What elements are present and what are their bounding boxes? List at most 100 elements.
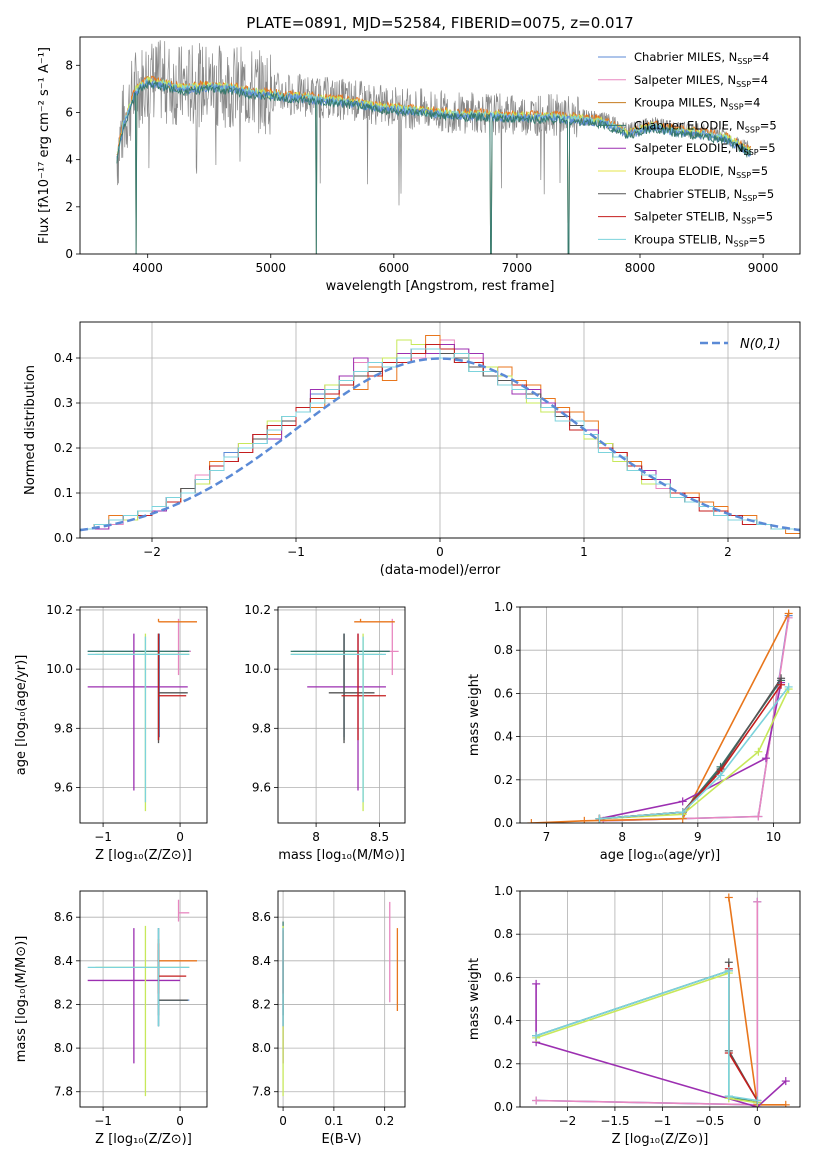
x-axis-label: mass [log₁₀(M/M⊙)] bbox=[278, 848, 405, 863]
x-tick-label: 10 bbox=[766, 830, 781, 844]
errorbar-point bbox=[157, 618, 197, 623]
x-tick-label: 7 bbox=[543, 830, 551, 844]
axes-frame bbox=[519, 890, 801, 1108]
weight-line bbox=[535, 969, 758, 1102]
plot-area bbox=[80, 335, 800, 538]
grid bbox=[80, 891, 207, 1107]
weight-marker bbox=[678, 808, 687, 817]
histogram-series bbox=[80, 348, 800, 538]
weight-marker bbox=[777, 680, 786, 689]
y-tick-label: 7.8 bbox=[252, 1085, 271, 1099]
model-spectrum bbox=[116, 80, 751, 159]
y-tick-label: 10.2 bbox=[46, 603, 73, 617]
panel-residuals: −2 −1 0 1 2 0.0 0.1 0.2 0.3 0.4 (data-model)/error… bbox=[23, 321, 801, 578]
weight-marker bbox=[532, 1031, 541, 1040]
axes-frame bbox=[277, 890, 406, 1108]
figure-title: PLATE=0891, MJD=52584, FIBERID=0075, z=0… bbox=[246, 14, 633, 32]
x-tick-label: −1 bbox=[287, 545, 305, 559]
x-tick-label: −1 bbox=[94, 1114, 112, 1128]
legend-label: Kroupa ELODIE, NSSP=5 bbox=[634, 164, 768, 180]
x-tick-label: 6000 bbox=[379, 261, 410, 275]
x-tick-label: 5000 bbox=[255, 261, 286, 275]
y-axis-label: Flux [fλ10⁻¹⁷ erg cm⁻² s⁻¹ A⁻¹] bbox=[37, 47, 52, 244]
x-tick-label: 9000 bbox=[748, 261, 779, 275]
legend-label: Salpeter STELIB, NSSP=5 bbox=[634, 210, 773, 226]
y-tick-label: 0.3 bbox=[54, 396, 73, 410]
y-tick-label: 0.0 bbox=[54, 531, 73, 545]
x-tick-label: −0.5 bbox=[695, 1114, 724, 1128]
model-spectrum bbox=[116, 79, 751, 254]
y-tick-label: 0.1 bbox=[54, 486, 73, 500]
weight-marker bbox=[532, 1096, 541, 1105]
weight-marker bbox=[724, 893, 733, 902]
x-axis-label: Z [log₁₀(Z/Z⊙)] bbox=[95, 848, 192, 863]
axes-frame bbox=[519, 606, 801, 824]
panel-weight_vs_age: 7 8 9 10 0.0 0.2 0.4 0.6 0.8 1.0 age [log₁₀(age/yr… bbox=[467, 600, 801, 863]
panel-spectrum: 4000 5000 6000 7000 8000 9000 0 2 4 6 8 wavelength … bbox=[37, 36, 801, 294]
y-tick-label: 8.4 bbox=[252, 954, 271, 968]
y-tick-label: 9.8 bbox=[252, 721, 271, 735]
y-tick-label: 8.0 bbox=[252, 1041, 271, 1055]
y-tick-label: 2 bbox=[65, 200, 73, 214]
y-tick-label: 8.2 bbox=[252, 997, 271, 1011]
axes-frame bbox=[79, 36, 801, 255]
panel-weight_vs_Z: −2 −1.5 −1 −0.5 0 0.0 0.2 0.4 0.6 0.8 1.0 Z [log₁₀(… bbox=[467, 884, 801, 1147]
legend-label: Chabrier MILES, NSSP=4 bbox=[634, 50, 769, 66]
y-tick-label: 1.0 bbox=[494, 600, 513, 614]
axes-frame bbox=[79, 321, 801, 539]
y-tick-label: 8.6 bbox=[54, 910, 73, 924]
axes-frame bbox=[79, 890, 208, 1108]
y-tick-label: 0.4 bbox=[494, 1014, 513, 1028]
weight-marker bbox=[678, 797, 687, 806]
y-tick-label: 0.6 bbox=[494, 686, 513, 700]
y-tick-label: 10.0 bbox=[46, 662, 73, 676]
weight-marker bbox=[580, 816, 589, 823]
legend: N(0,1) bbox=[700, 337, 781, 352]
y-tick-label: 8.2 bbox=[54, 997, 73, 1011]
weight-marker bbox=[754, 812, 763, 821]
grid bbox=[80, 607, 207, 823]
errorbar-point bbox=[87, 928, 181, 1064]
grid bbox=[278, 607, 405, 823]
weight-marker bbox=[784, 609, 793, 618]
weight-marker bbox=[724, 1092, 733, 1101]
panel-age_vs_Z: −1 0 9.6 9.8 10.0 10.2 Z [log₁₀(Z/Z⊙)] age [log… bbox=[14, 603, 208, 863]
y-tick-label: 0.2 bbox=[54, 441, 73, 455]
x-tick-label: 0 bbox=[279, 1114, 287, 1128]
y-axis-label: age [log₁₀(age/yr)] bbox=[14, 655, 29, 776]
plot-area bbox=[116, 40, 751, 254]
x-tick-label: −2 bbox=[143, 545, 161, 559]
x-axis-label: age [log₁₀(age/yr)] bbox=[600, 848, 721, 863]
y-tick-label: 7.8 bbox=[54, 1085, 73, 1099]
weight-marker bbox=[532, 979, 541, 988]
weight-marker bbox=[781, 1100, 790, 1107]
x-axis-label: wavelength [Angstrom, rest frame] bbox=[326, 279, 555, 294]
x-tick-label: 0 bbox=[436, 545, 444, 559]
y-tick-label: 9.6 bbox=[54, 780, 73, 794]
x-tick-label: 2 bbox=[724, 545, 732, 559]
axes-frame bbox=[277, 606, 406, 824]
x-tick-label: 8 bbox=[312, 830, 320, 844]
panel-mass_vs_EBV: 0 0.1 0.2 7.8 8.0 8.2 8.4 8.6 E(B-V) bbox=[252, 890, 406, 1147]
axes-frame bbox=[79, 606, 208, 824]
y-tick-label: 0 bbox=[65, 247, 73, 261]
errorbar-point bbox=[290, 636, 386, 803]
y-tick-label: 0.0 bbox=[494, 1100, 513, 1114]
plot-area bbox=[282, 901, 399, 1097]
y-tick-label: 0.8 bbox=[494, 643, 513, 657]
errorbar-point bbox=[87, 928, 190, 1027]
weight-line bbox=[535, 983, 787, 1107]
weight-marker bbox=[781, 1077, 790, 1086]
x-tick-label: −2 bbox=[559, 1114, 577, 1128]
x-tick-label: 0.1 bbox=[324, 1114, 343, 1128]
x-tick-label: 8.5 bbox=[370, 830, 389, 844]
errorbar-point bbox=[328, 633, 375, 744]
legend-label: Salpeter ELODIE, NSSP=5 bbox=[634, 141, 776, 157]
weight-marker bbox=[753, 1096, 762, 1105]
weight-marker bbox=[761, 754, 770, 763]
plot-area bbox=[87, 618, 197, 812]
errorbar-point bbox=[354, 618, 395, 623]
x-tick-label: 7000 bbox=[502, 261, 533, 275]
weight-marker bbox=[784, 682, 793, 691]
x-axis-label: (data-model)/error bbox=[380, 563, 501, 578]
